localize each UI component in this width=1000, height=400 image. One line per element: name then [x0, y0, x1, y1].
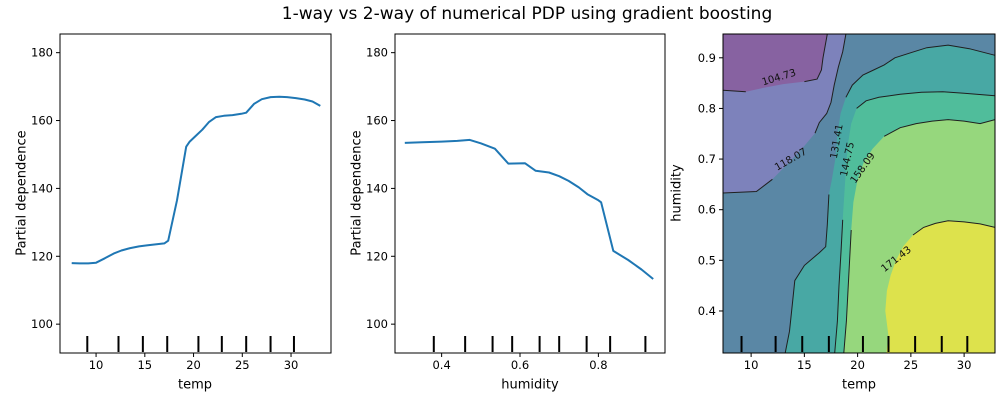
x-tick-label: 0.6 — [511, 358, 529, 372]
plot1-xlabel: temp — [177, 377, 213, 393]
x-tick-label: 10 — [89, 358, 104, 372]
contour-band — [885, 220, 995, 353]
x-tick-label: 15 — [797, 358, 812, 372]
x-tick-label: 30 — [284, 358, 299, 372]
x-tick-label: 25 — [904, 358, 919, 372]
contour-line — [722, 33, 847, 194]
y-tick-label: 160 — [366, 114, 388, 128]
y-tick-label: 0.7 — [698, 152, 716, 166]
plot2-xlabel: humidity — [501, 377, 559, 393]
x-tick-label: 0.4 — [432, 358, 450, 372]
y-tick-label: 180 — [31, 46, 53, 60]
pdp-line — [71, 95, 321, 265]
plot3-ylabel: humidity — [669, 164, 685, 222]
plot1-ylabel: Partial dependence — [14, 130, 30, 256]
x-tick-label: 25 — [235, 358, 250, 372]
chart-pdp-humidity: 0.4 0.6 0.8 100 120 140 160 180 — [366, 33, 666, 372]
y-tick-label: 140 — [31, 181, 53, 195]
y-tick-label: 100 — [31, 317, 53, 331]
y-tick-label: 100 — [366, 317, 388, 331]
y-tick-label: 160 — [31, 114, 53, 128]
y-tick-label: 0.4 — [698, 304, 716, 318]
y-tick-label: 0.8 — [698, 101, 716, 115]
plot2-ylabel: Partial dependence — [349, 130, 365, 256]
y-tick-label: 140 — [366, 181, 388, 195]
y-tick-label: 120 — [31, 249, 53, 263]
axes-frame — [59, 33, 332, 354]
axes-frame — [394, 33, 666, 354]
y-tick-label: 180 — [366, 46, 388, 60]
x-tick-label: 15 — [137, 358, 152, 372]
y-tick-label: 0.6 — [698, 203, 716, 217]
x-tick-label: 20 — [850, 358, 865, 372]
x-tick-label: 20 — [186, 358, 201, 372]
contour-line — [912, 220, 996, 236]
y-tick-label: 0.5 — [698, 253, 716, 267]
contour-band — [723, 34, 828, 92]
plot3-xlabel: temp — [841, 377, 877, 393]
y-tick-label: 0.9 — [698, 51, 716, 65]
x-tick-label: 30 — [957, 358, 972, 372]
chart-pdp-temp: 10 15 20 25 30 100 120 140 160 180 — [31, 33, 332, 372]
pdp-line — [404, 138, 654, 280]
x-tick-label: 0.8 — [589, 358, 607, 372]
figure-title: 1-way vs 2-way of numerical PDP using gr… — [281, 4, 773, 24]
contour-line — [722, 33, 828, 93]
contour-line — [784, 44, 996, 354]
y-tick-label: 120 — [366, 249, 388, 263]
axes-frame — [722, 33, 996, 354]
contour-line — [843, 119, 996, 354]
x-tick-label: 10 — [744, 358, 759, 372]
contour-line — [834, 91, 996, 354]
